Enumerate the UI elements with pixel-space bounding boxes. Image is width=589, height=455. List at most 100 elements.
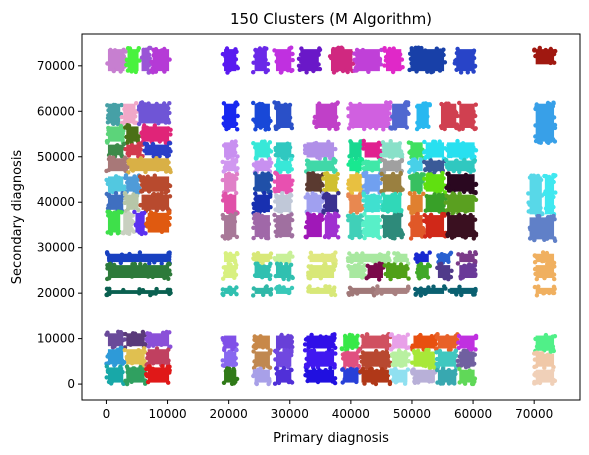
data-point: [148, 45, 153, 51]
data-point: [408, 236, 414, 241]
cluster-64: [379, 139, 405, 160]
data-point: [397, 192, 403, 197]
data-point: [381, 224, 387, 229]
cluster-core: [107, 349, 124, 365]
data-point: [403, 349, 408, 355]
data-point: [123, 196, 128, 201]
data-point: [272, 179, 277, 184]
cluster-core: [107, 144, 124, 156]
data-point: [379, 152, 384, 158]
data-point: [253, 171, 258, 176]
data-point: [346, 126, 352, 131]
data-point: [253, 363, 258, 368]
cluster-163: [434, 348, 459, 370]
data-point: [405, 286, 411, 291]
data-point: [131, 67, 136, 73]
data-point: [412, 168, 417, 174]
cluster-120: [413, 250, 432, 264]
data-point: [326, 214, 331, 219]
cluster-50: [272, 100, 295, 132]
data-point: [467, 250, 473, 255]
data-point: [473, 182, 479, 187]
data-point: [220, 287, 225, 292]
data-point: [163, 190, 169, 195]
data-point: [448, 188, 453, 193]
data-point: [436, 159, 442, 165]
data-point: [534, 276, 539, 282]
data-point: [346, 178, 352, 183]
data-point: [162, 275, 167, 281]
data-point: [380, 177, 385, 182]
data-point: [550, 344, 556, 349]
data-point: [113, 191, 119, 196]
cluster-150: [388, 332, 411, 352]
data-point: [258, 366, 263, 371]
data-point: [346, 192, 351, 197]
cluster-core: [361, 335, 390, 349]
cluster-core: [224, 253, 237, 263]
data-point: [425, 275, 431, 280]
data-point: [262, 190, 267, 196]
data-point: [550, 381, 555, 386]
data-point: [334, 46, 339, 52]
data-point: [168, 132, 173, 137]
data-point: [104, 286, 110, 291]
data-point: [362, 235, 367, 241]
cluster-core: [382, 194, 402, 213]
data-point: [304, 235, 309, 240]
data-point: [277, 284, 282, 289]
data-point: [252, 206, 257, 211]
cluster-39: [251, 46, 271, 75]
cluster-core: [141, 49, 150, 72]
data-point: [123, 331, 128, 337]
data-point: [400, 363, 405, 368]
cluster-28: [104, 286, 173, 298]
data-point: [340, 68, 346, 74]
data-point: [156, 121, 161, 126]
cluster-core: [349, 142, 362, 158]
cluster-67: [445, 138, 479, 162]
data-point: [544, 250, 550, 256]
data-point: [552, 125, 558, 131]
data-point: [551, 272, 557, 277]
cluster-core: [529, 176, 542, 215]
data-point: [434, 346, 439, 351]
cluster-core: [147, 349, 170, 365]
data-point: [414, 171, 419, 177]
data-point: [284, 262, 289, 267]
data-point: [346, 162, 351, 167]
cluster-87: [422, 170, 448, 195]
data-point: [388, 368, 394, 373]
data-point: [362, 227, 367, 232]
data-point: [460, 275, 466, 280]
data-point: [339, 346, 345, 352]
data-point: [159, 229, 165, 234]
cluster-core: [152, 49, 170, 72]
data-point: [272, 212, 277, 218]
cluster-27: [105, 261, 173, 282]
data-point: [113, 362, 118, 367]
data-point: [453, 333, 458, 339]
data-point: [445, 334, 450, 339]
data-point: [458, 113, 463, 119]
cluster-102: [220, 211, 240, 241]
data-point: [371, 193, 377, 198]
data-point: [290, 57, 295, 63]
data-point: [361, 184, 366, 189]
data-point: [269, 287, 274, 292]
data-point: [267, 183, 272, 188]
data-point: [407, 67, 412, 73]
cluster-168: [272, 366, 295, 386]
data-point: [235, 113, 240, 119]
data-point: [534, 102, 539, 107]
cluster-core: [425, 142, 445, 158]
data-point: [305, 192, 310, 197]
data-point: [228, 285, 233, 291]
data-point: [110, 121, 116, 126]
cluster-132: [435, 261, 454, 282]
data-point: [549, 264, 554, 269]
data-point: [123, 192, 128, 197]
data-point: [420, 172, 425, 178]
data-point: [542, 275, 547, 281]
cluster-core: [275, 103, 292, 128]
